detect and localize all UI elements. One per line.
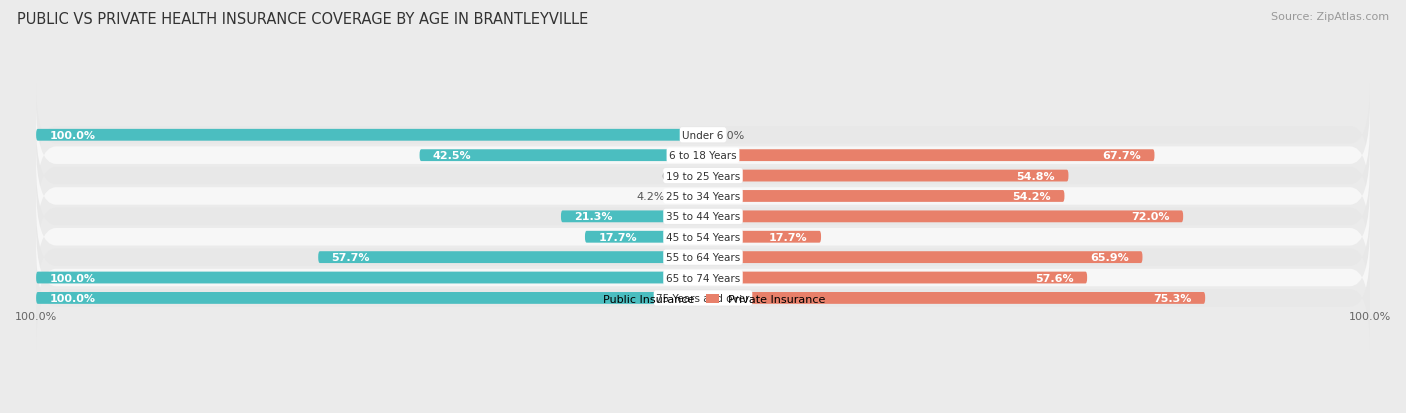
Text: 17.7%: 17.7% xyxy=(769,232,807,242)
FancyBboxPatch shape xyxy=(37,246,1369,351)
Text: 19 to 25 Years: 19 to 25 Years xyxy=(666,171,740,181)
Text: 4.2%: 4.2% xyxy=(637,192,665,202)
Text: 72.0%: 72.0% xyxy=(1132,212,1170,222)
Text: Under 6: Under 6 xyxy=(682,131,724,140)
Text: Source: ZipAtlas.com: Source: ZipAtlas.com xyxy=(1271,12,1389,22)
Text: 100.0%: 100.0% xyxy=(49,131,96,140)
FancyBboxPatch shape xyxy=(703,190,1064,202)
Text: 57.6%: 57.6% xyxy=(1035,273,1074,283)
FancyBboxPatch shape xyxy=(37,185,1369,290)
FancyBboxPatch shape xyxy=(585,231,703,243)
Text: 65 to 74 Years: 65 to 74 Years xyxy=(666,273,740,283)
Legend: Public Insurance, Private Insurance: Public Insurance, Private Insurance xyxy=(581,294,825,305)
Text: 25 to 34 Years: 25 to 34 Years xyxy=(666,192,740,202)
FancyBboxPatch shape xyxy=(37,130,703,141)
FancyBboxPatch shape xyxy=(37,292,703,304)
Text: 100.0%: 100.0% xyxy=(49,293,96,303)
Text: 6 to 18 Years: 6 to 18 Years xyxy=(669,151,737,161)
FancyBboxPatch shape xyxy=(37,124,1369,228)
FancyBboxPatch shape xyxy=(419,150,703,162)
Text: 57.7%: 57.7% xyxy=(332,252,370,263)
FancyBboxPatch shape xyxy=(37,83,1369,188)
FancyBboxPatch shape xyxy=(703,272,1087,284)
Text: 0.0%: 0.0% xyxy=(661,171,690,181)
Text: 21.3%: 21.3% xyxy=(574,212,613,222)
FancyBboxPatch shape xyxy=(703,252,1143,263)
FancyBboxPatch shape xyxy=(37,104,1369,208)
Text: 67.7%: 67.7% xyxy=(1102,151,1142,161)
FancyBboxPatch shape xyxy=(37,164,1369,269)
Text: 0.0%: 0.0% xyxy=(716,131,745,140)
FancyBboxPatch shape xyxy=(37,144,1369,249)
Text: 17.7%: 17.7% xyxy=(599,232,637,242)
FancyBboxPatch shape xyxy=(37,205,1369,310)
Text: 75.3%: 75.3% xyxy=(1153,293,1192,303)
FancyBboxPatch shape xyxy=(318,252,703,263)
Text: 75 Years and over: 75 Years and over xyxy=(657,293,749,303)
Text: 35 to 44 Years: 35 to 44 Years xyxy=(666,212,740,222)
Text: 65.9%: 65.9% xyxy=(1091,252,1129,263)
Text: 42.5%: 42.5% xyxy=(433,151,471,161)
FancyBboxPatch shape xyxy=(561,211,703,223)
FancyBboxPatch shape xyxy=(675,190,703,202)
Text: PUBLIC VS PRIVATE HEALTH INSURANCE COVERAGE BY AGE IN BRANTLEYVILLE: PUBLIC VS PRIVATE HEALTH INSURANCE COVER… xyxy=(17,12,588,27)
FancyBboxPatch shape xyxy=(703,150,1154,162)
Text: 54.8%: 54.8% xyxy=(1017,171,1054,181)
FancyBboxPatch shape xyxy=(703,211,1184,223)
FancyBboxPatch shape xyxy=(37,225,1369,330)
FancyBboxPatch shape xyxy=(37,272,703,284)
FancyBboxPatch shape xyxy=(703,170,1069,182)
Text: 100.0%: 100.0% xyxy=(49,273,96,283)
FancyBboxPatch shape xyxy=(703,292,1205,304)
Text: 54.2%: 54.2% xyxy=(1012,192,1052,202)
Text: 55 to 64 Years: 55 to 64 Years xyxy=(666,252,740,263)
FancyBboxPatch shape xyxy=(703,231,821,243)
Text: 45 to 54 Years: 45 to 54 Years xyxy=(666,232,740,242)
